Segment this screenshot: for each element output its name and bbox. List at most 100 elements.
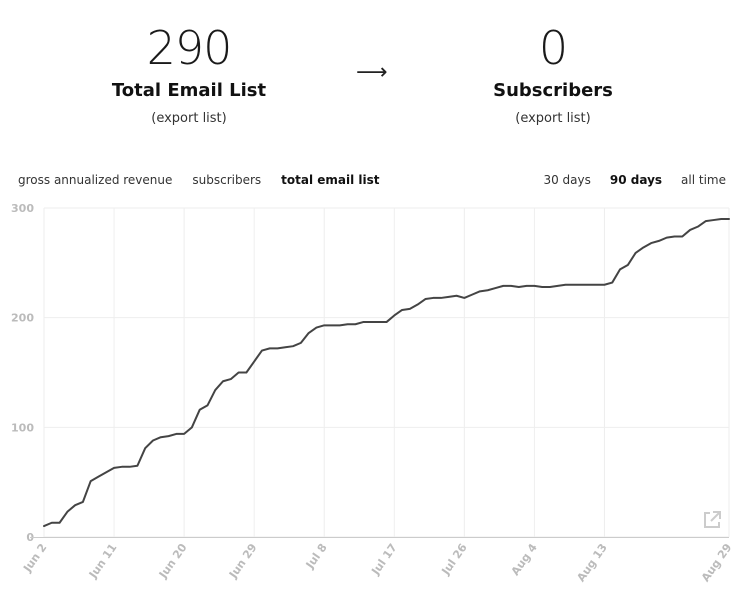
data-point (603, 284, 605, 286)
tab-subscribers[interactable]: subscribers (192, 173, 262, 187)
series-line (43, 217, 730, 528)
export-subscribers-link[interactable]: (export list) (515, 111, 591, 126)
data-point (129, 466, 131, 468)
x-tick-label: Jun 20 (156, 541, 190, 581)
data-point (588, 284, 590, 286)
data-point (689, 229, 691, 231)
data-point (479, 290, 481, 292)
data-point (580, 284, 582, 286)
data-point (533, 285, 535, 287)
data-point (214, 389, 216, 391)
data-point (510, 285, 512, 287)
data-point (354, 323, 356, 325)
data-point (144, 447, 146, 449)
data-point (51, 522, 53, 524)
y-tick-label: 100 (11, 421, 34, 434)
data-point (627, 264, 629, 266)
tab-total-email-list[interactable]: total email list (281, 173, 380, 187)
data-point (674, 236, 676, 238)
tab-gross-annualized-revenue[interactable]: gross annualized revenue (18, 173, 173, 187)
data-point (448, 296, 450, 298)
metric-tabs: gross annualized revenue subscribers tot… (18, 173, 380, 187)
data-point (168, 435, 170, 437)
data-point (105, 471, 107, 473)
data-point (417, 304, 419, 306)
data-point (253, 361, 255, 363)
data-point (191, 426, 193, 428)
tab-all-time[interactable]: all time (681, 173, 726, 187)
data-point (728, 218, 730, 220)
data-point (292, 345, 294, 347)
data-point (440, 297, 442, 299)
data-point (113, 467, 115, 469)
data-point (494, 287, 496, 289)
data-point (557, 285, 559, 287)
data-point (432, 297, 434, 299)
data-point (175, 433, 177, 435)
tab-90-days[interactable]: 90 days (609, 173, 663, 187)
external-link-icon[interactable] (701, 509, 723, 531)
data-point (238, 372, 240, 374)
data-point (658, 240, 660, 242)
data-point (650, 242, 652, 244)
data-point (572, 284, 574, 286)
data-point (230, 378, 232, 380)
x-tick-label: Jun 29 (226, 541, 260, 581)
data-point (82, 501, 84, 503)
data-point (370, 321, 372, 323)
data-point (245, 372, 247, 374)
data-point (487, 289, 489, 291)
data-point (121, 466, 123, 468)
total-email-list-label: Total Email List (111, 80, 267, 101)
data-point (347, 323, 349, 325)
data-point (541, 286, 543, 288)
x-tick-label: Aug 13 (574, 541, 610, 584)
data-point (206, 404, 208, 406)
data-point (424, 298, 426, 300)
total-email-list-value: 290 (146, 21, 233, 75)
data-point (518, 286, 520, 288)
data-point (339, 324, 341, 326)
data-point (66, 511, 68, 513)
data-point (666, 237, 668, 239)
x-tick-label: Jun 11 (86, 541, 120, 581)
data-point (720, 218, 722, 220)
y-tick-label: 300 (11, 202, 34, 215)
total-email-list-stat: 290 Total Email List (export list) (89, 20, 289, 128)
data-point (74, 504, 76, 506)
data-point (183, 433, 185, 435)
data-point (277, 347, 279, 349)
subscribers-stat: 0 Subscribers (export list) (453, 20, 653, 128)
data-point (456, 295, 458, 297)
x-tick-label: Aug 29 (699, 541, 735, 584)
data-point (565, 284, 567, 286)
data-point (136, 465, 138, 467)
data-point (97, 476, 99, 478)
range-tabs: 30 days 90 days all time (543, 173, 726, 187)
data-point (323, 324, 325, 326)
data-point (635, 252, 637, 254)
data-point (199, 409, 201, 411)
data-point (393, 314, 395, 316)
data-point (362, 321, 364, 323)
x-tick-label: Jul 26 (439, 541, 470, 578)
data-point (549, 286, 551, 288)
data-point (284, 346, 286, 348)
data-point (331, 324, 333, 326)
data-point (160, 436, 162, 438)
data-point (712, 219, 714, 221)
data-point (471, 294, 473, 296)
data-point (611, 282, 613, 284)
data-point (59, 522, 61, 524)
arrow-right-icon: ⟶ (356, 60, 388, 85)
data-point (596, 284, 598, 286)
subscribers-label: Subscribers (493, 80, 613, 101)
tab-30-days[interactable]: 30 days (543, 173, 591, 187)
data-point (315, 327, 317, 329)
data-point (409, 308, 411, 310)
export-email-list-link[interactable]: (export list) (151, 111, 227, 126)
x-tick-label: Aug 4 (509, 541, 540, 578)
data-point (222, 380, 224, 382)
data-point (386, 321, 388, 323)
x-tick-label: Jul 8 (303, 541, 330, 572)
